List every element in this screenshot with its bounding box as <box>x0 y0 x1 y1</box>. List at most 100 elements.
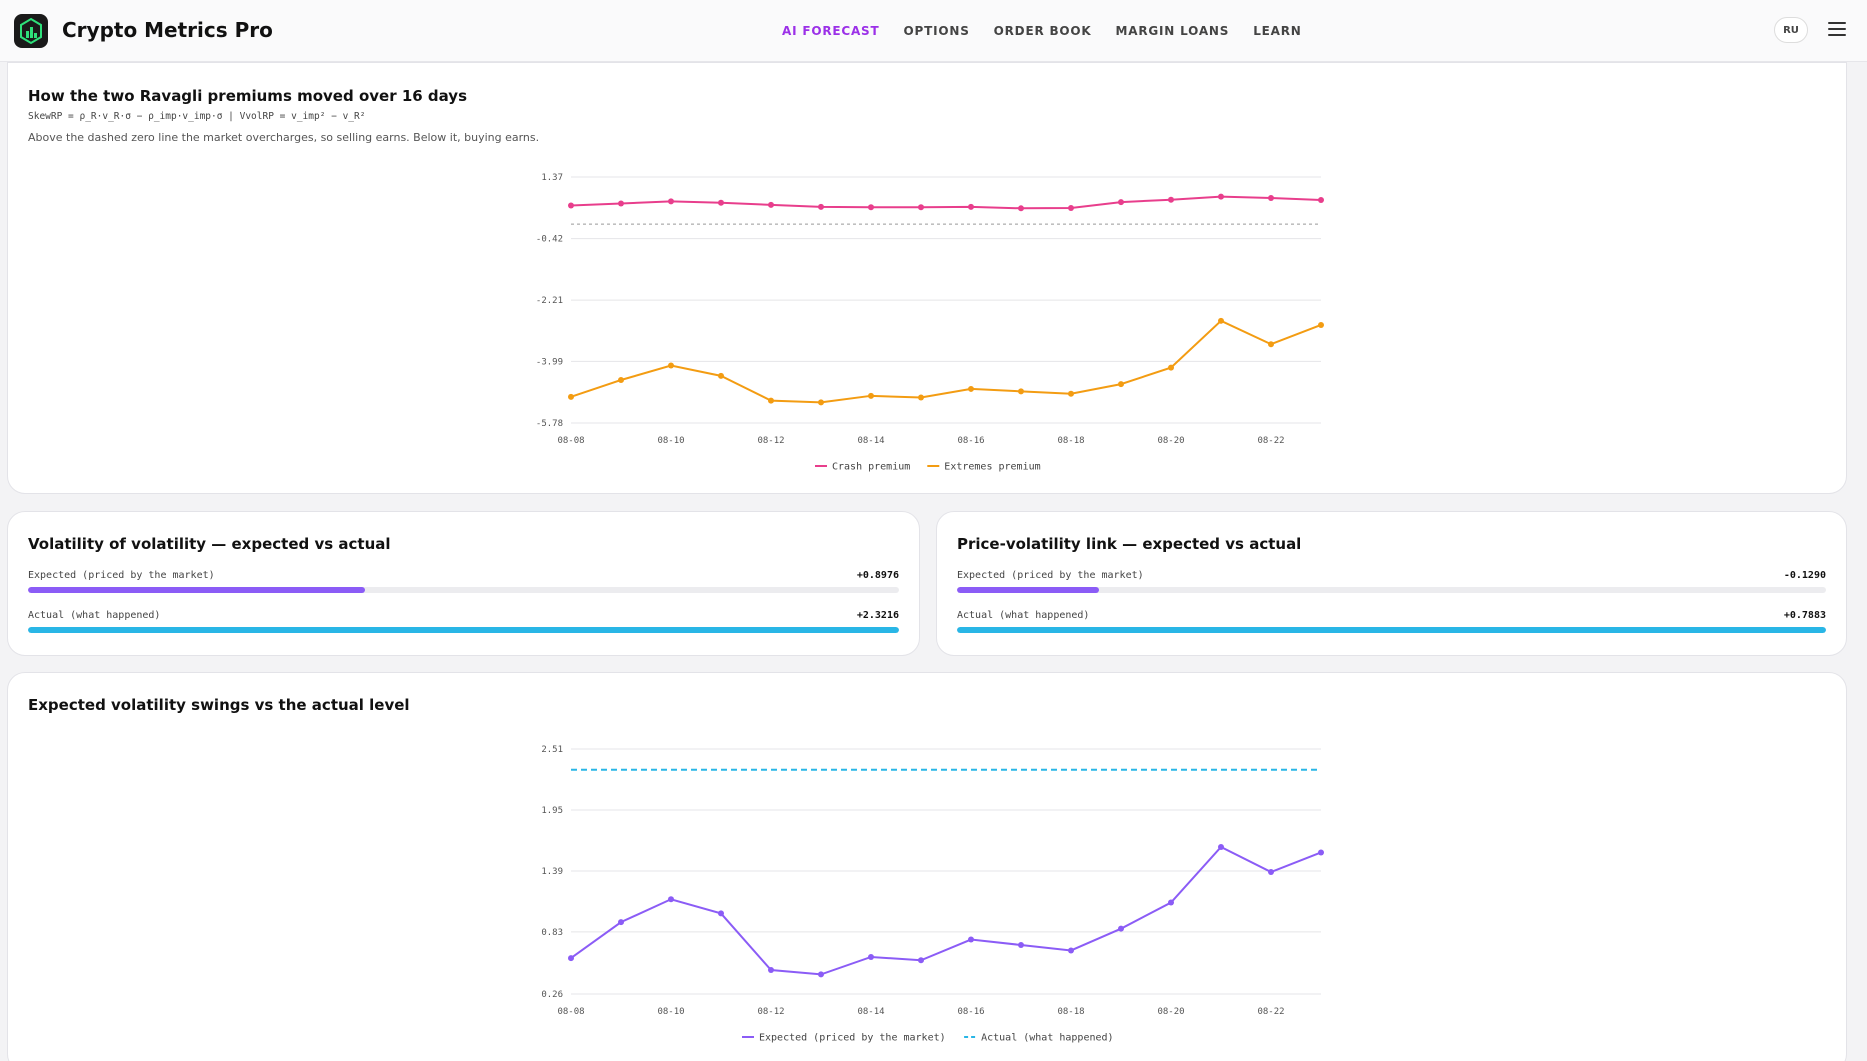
language-toggle[interactable]: RU <box>1774 17 1808 43</box>
data-point <box>1318 197 1324 204</box>
x-tick-label: 08-16 <box>957 436 984 446</box>
data-point <box>1018 388 1024 395</box>
y-tick-label: -3.99 <box>536 357 563 367</box>
top-bar: Crypto Metrics Pro AI FORECAST OPTIONS ORD… <box>0 0 1867 62</box>
data-point <box>768 397 774 404</box>
volofvol-card: Volatility of volatility — expected vs a… <box>7 511 920 656</box>
x-tick-label: 08-22 <box>1257 1007 1284 1017</box>
data-point <box>1168 364 1174 371</box>
x-tick-label: 08-16 <box>957 1007 984 1017</box>
volofvol-actual-row: Actual (what happened) +2.3216 <box>28 610 899 640</box>
y-tick-label: -2.21 <box>536 296 563 306</box>
bar-track <box>28 627 899 633</box>
data-point <box>568 955 574 962</box>
y-tick-label: 0.83 <box>541 928 563 938</box>
premiums-title: How the two Ravagli premiums moved over … <box>28 87 468 105</box>
premiums-description: Above the dashed zero line the market ov… <box>28 131 540 144</box>
volofvol-expected-row: Expected (priced by the market) +0.8976 <box>28 570 899 600</box>
y-tick-label: -0.42 <box>536 235 563 245</box>
premiums-card: How the two Ravagli premiums moved over … <box>7 62 1847 494</box>
series-line-1 <box>570 319 1322 404</box>
data-point <box>668 362 674 369</box>
legend-label: Crash premium <box>832 462 910 473</box>
bar-value: +2.3216 <box>856 610 899 621</box>
data-point <box>768 967 774 974</box>
data-point <box>1318 849 1324 856</box>
data-point <box>1068 390 1074 397</box>
swings-title: Expected volatility swings vs the actual… <box>28 696 410 714</box>
y-tick-label: 1.39 <box>541 867 563 877</box>
y-tick-label: -5.78 <box>536 419 563 429</box>
bar-value: +0.8976 <box>856 570 899 581</box>
x-tick-label: 08-22 <box>1257 436 1284 446</box>
pricevol-expected-row: Expected (priced by the market) -0.1290 <box>957 570 1826 600</box>
data-point <box>618 919 624 926</box>
data-point <box>868 204 874 211</box>
data-point <box>918 957 924 964</box>
legend-label: Expected (priced by the market) <box>759 1033 946 1044</box>
data-point <box>718 372 724 379</box>
data-point <box>768 201 774 208</box>
x-tick-label: 08-08 <box>557 1007 584 1017</box>
nav-item-options[interactable]: OPTIONS <box>903 24 970 38</box>
legend-label: Extremes premium <box>944 462 1040 473</box>
nav-item-learn[interactable]: LEARN <box>1253 24 1302 38</box>
bar-fill <box>957 627 1826 633</box>
data-point <box>818 203 824 210</box>
pricevol-card: Price-volatility link — expected vs actu… <box>936 511 1847 656</box>
data-point <box>1068 947 1074 954</box>
data-point <box>1218 844 1224 850</box>
data-point <box>668 198 674 205</box>
bar-label: Expected (priced by the market) <box>957 570 1144 581</box>
data-point <box>918 204 924 211</box>
x-tick-label: 08-12 <box>757 1007 784 1017</box>
data-point <box>818 399 824 406</box>
y-tick-label: 1.37 <box>541 173 563 183</box>
x-tick-label: 08-14 <box>857 436 884 446</box>
volofvol-title: Volatility of volatility — expected vs a… <box>28 535 391 553</box>
y-tick-label: 2.51 <box>541 745 563 755</box>
bar-fill <box>28 627 899 633</box>
data-point <box>668 896 674 903</box>
data-point <box>918 394 924 401</box>
data-point <box>968 203 974 210</box>
data-point <box>1118 199 1124 206</box>
hamburger-menu-icon[interactable] <box>1828 22 1846 38</box>
data-point <box>1168 899 1174 906</box>
data-point <box>1318 321 1324 328</box>
x-tick-label: 08-12 <box>757 436 784 446</box>
data-point <box>1118 925 1124 932</box>
bar-value: -0.1290 <box>1783 570 1826 581</box>
bar-track <box>957 627 1826 633</box>
bar-label: Expected (priced by the market) <box>28 570 215 581</box>
premiums-formula: SkewRP = ρ_R·v_R·σ − ρ_imp·v_imp·σ | Vvo… <box>28 111 366 122</box>
nav-item-ai-forecast[interactable]: AI FORECAST <box>782 24 880 38</box>
data-point <box>1118 381 1124 388</box>
data-point <box>1268 869 1274 876</box>
x-tick-label: 08-18 <box>1057 1007 1084 1017</box>
data-point <box>618 200 624 207</box>
x-tick-label: 08-14 <box>857 1007 884 1017</box>
app-logo-icon[interactable] <box>14 14 48 48</box>
bar-label: Actual (what happened) <box>28 610 161 621</box>
series-line-0 <box>570 195 1322 210</box>
app-title: Crypto Metrics Pro <box>62 18 273 42</box>
data-point <box>818 971 824 978</box>
x-tick-label: 08-20 <box>1157 436 1184 446</box>
x-tick-label: 08-08 <box>557 436 584 446</box>
y-tick-label: 0.26 <box>541 990 563 1000</box>
bar-fill <box>957 587 1100 593</box>
data-point <box>1168 196 1174 203</box>
bar-fill <box>28 587 365 593</box>
x-tick-label: 08-10 <box>657 1007 684 1017</box>
data-point <box>1018 942 1024 948</box>
x-tick-label: 08-18 <box>1057 436 1084 446</box>
data-point <box>1268 194 1274 201</box>
nav-item-margin-loans[interactable]: MARGIN LOANS <box>1115 24 1230 38</box>
premiums-chart: 1.37 -0.42 -2.21 -3.99 -5.78 08-08 08-10 08-12 0… <box>536 173 1324 473</box>
data-point <box>868 953 874 960</box>
y-tick-label: 1.95 <box>541 806 563 816</box>
data-point <box>968 936 974 943</box>
data-point <box>1218 317 1224 324</box>
nav-item-order-book[interactable]: ORDER BOOK <box>993 24 1092 38</box>
